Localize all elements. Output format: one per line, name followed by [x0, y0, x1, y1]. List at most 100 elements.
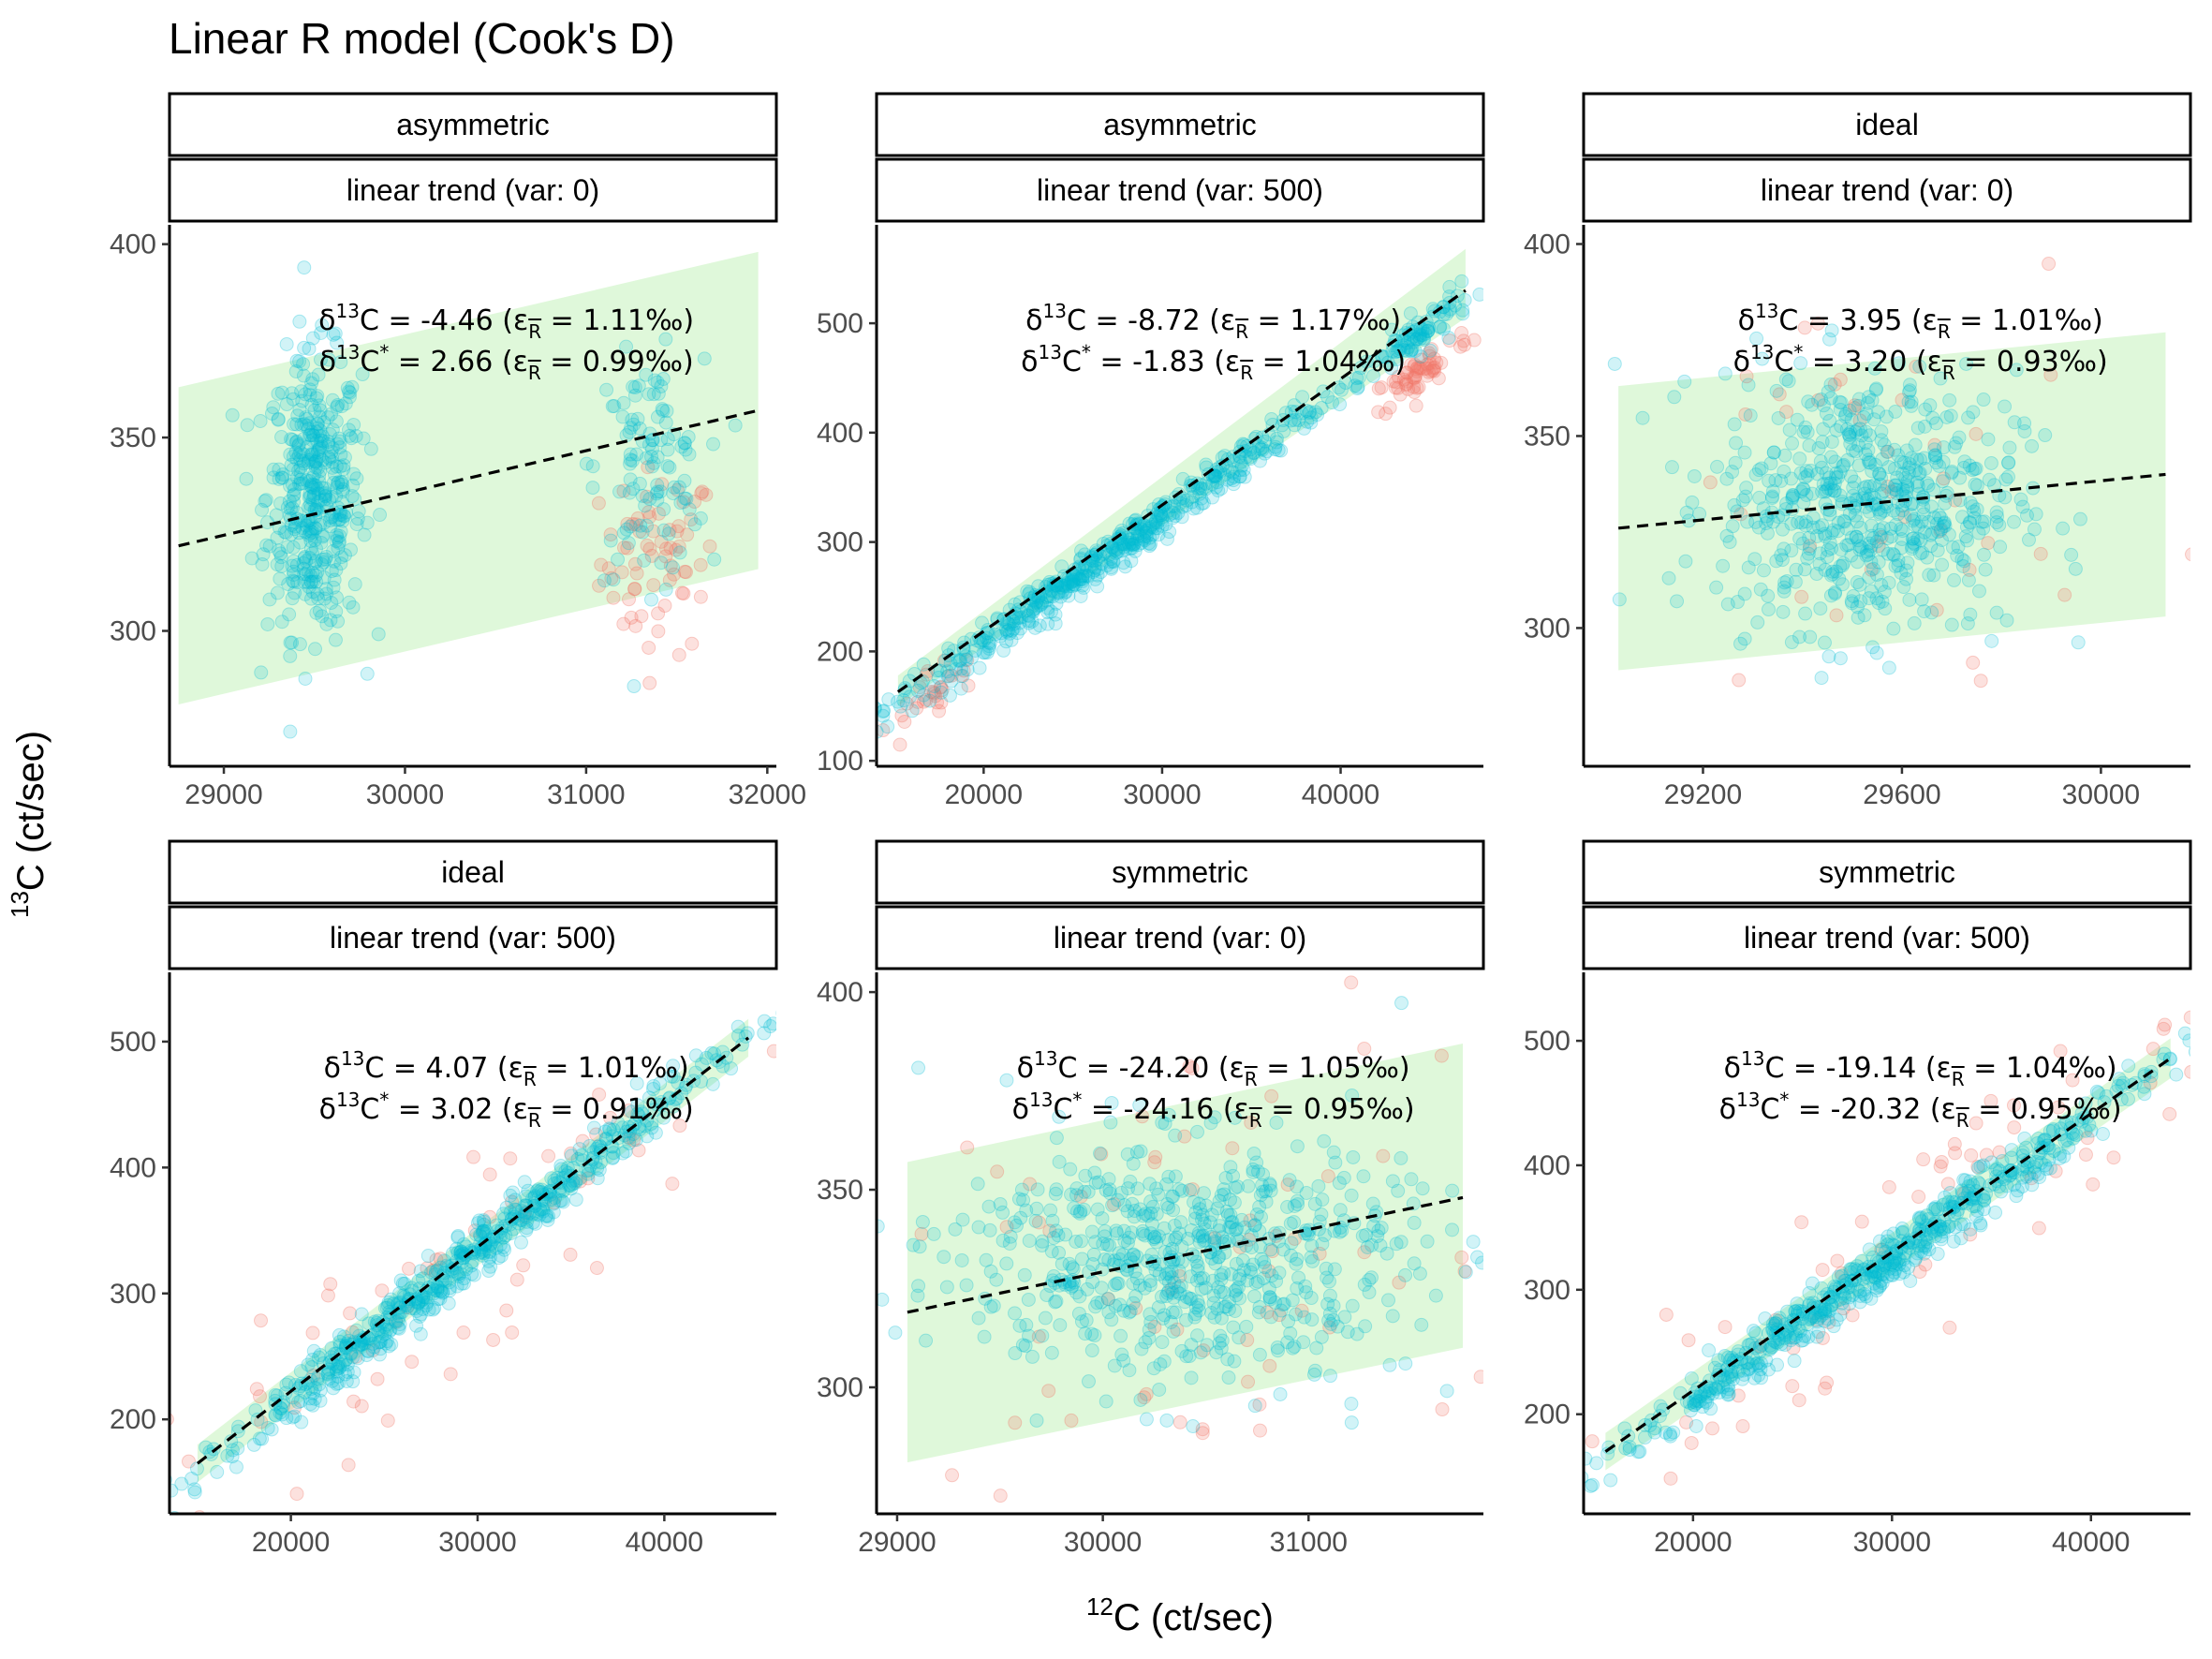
data-point [303, 533, 318, 548]
data-point [1127, 536, 1142, 551]
data-point [1903, 1273, 1918, 1288]
stat-annotation-d13c: δ13C = 4.07 (εR = 1.01‰) [324, 1047, 689, 1090]
data-point [1161, 1275, 1176, 1290]
data-point [1182, 1349, 1197, 1364]
data-point [1888, 517, 1903, 532]
data-point [268, 1408, 283, 1423]
data-point [1179, 498, 1194, 513]
data-point [304, 376, 319, 391]
data-point [1825, 567, 1840, 582]
outlier-point [685, 636, 700, 651]
outlier-point [1207, 1231, 1222, 1246]
data-point [302, 526, 317, 541]
data-point [344, 542, 359, 557]
outlier-point [1409, 363, 1424, 378]
data-point [1011, 611, 1026, 626]
data-point [1829, 422, 1844, 437]
data-point [568, 1173, 583, 1188]
outlier-point [1779, 405, 1794, 420]
outlier-point [433, 1252, 448, 1266]
outlier-point [1434, 355, 1449, 370]
data-point [1003, 1229, 1018, 1244]
data-point [274, 615, 289, 630]
x-tick-label: 30000 [438, 1527, 516, 1558]
data-point [300, 418, 315, 433]
data-point [360, 666, 375, 681]
data-point [1179, 1349, 1194, 1364]
data-point [1865, 561, 1880, 576]
data-point [1091, 561, 1106, 576]
outlier-point [83, 1533, 96, 1546]
data-point [1022, 615, 1037, 630]
outlier-point [1803, 539, 1818, 554]
data-point [322, 452, 337, 467]
data-point [329, 459, 344, 474]
data-point [1166, 1252, 1181, 1267]
data-point [1211, 1280, 1226, 1295]
data-point [284, 457, 299, 472]
data-point [1132, 516, 1147, 531]
data-point [1585, 1477, 1600, 1492]
outlier-point [1541, 1464, 1555, 1477]
data-point [479, 1223, 494, 1238]
data-point [312, 474, 327, 489]
data-point [393, 1273, 408, 1288]
data-point [296, 453, 311, 468]
data-point [1472, 287, 1483, 302]
data-point [510, 1211, 525, 1226]
data-point [309, 391, 324, 406]
data-point [1931, 525, 1946, 540]
data-point [1195, 1207, 1210, 1222]
data-point [1080, 1281, 1095, 1296]
data-point [1320, 1296, 1335, 1311]
data-point [1778, 372, 1793, 387]
data-point [1727, 417, 1742, 432]
data-point [1103, 555, 1118, 570]
data-point [1125, 541, 1140, 555]
data-point [688, 1065, 703, 1080]
data-point [1025, 614, 1040, 629]
data-point [283, 479, 298, 494]
data-point [1206, 1288, 1221, 1303]
data-point [301, 1357, 316, 1372]
data-point [1409, 332, 1424, 347]
data-point [280, 540, 295, 555]
data-point [1968, 477, 1983, 492]
data-point [585, 481, 600, 496]
data-point [1140, 528, 1155, 543]
data-point [1104, 1312, 1119, 1327]
data-point [1458, 1265, 1473, 1280]
data-point [1914, 514, 1929, 529]
data-point [1210, 1301, 1225, 1316]
data-point [1998, 490, 2013, 505]
data-point [1777, 464, 1792, 479]
data-point [1917, 604, 1932, 619]
outlier-point [564, 1146, 579, 1161]
data-point [260, 1420, 275, 1435]
data-point [1158, 517, 1173, 532]
data-point [623, 447, 638, 462]
data-point [1933, 371, 1948, 386]
data-point [1006, 621, 1021, 636]
data-point [1794, 515, 1809, 530]
data-point [521, 1183, 536, 1198]
data-point [1179, 493, 1194, 508]
data-point [1049, 1182, 1064, 1197]
data-point [1223, 1192, 1238, 1207]
data-point [1247, 1399, 1262, 1414]
outlier-point [1371, 405, 1386, 420]
data-point [1340, 1325, 1355, 1340]
stat-annotation-d13c: δ13C = -4.46 (εR = 1.11‰) [318, 300, 694, 343]
outlier-point [616, 483, 631, 498]
data-point [282, 494, 297, 509]
data-point [1169, 1230, 1184, 1245]
data-point [2095, 1126, 2110, 1141]
data-point [1873, 527, 1888, 542]
data-point [282, 607, 297, 622]
data-point [1869, 381, 1884, 396]
data-point [2038, 428, 2053, 443]
data-point [1195, 481, 1210, 496]
data-point [313, 352, 328, 367]
data-point [1116, 555, 1131, 570]
data-point [435, 1285, 450, 1300]
